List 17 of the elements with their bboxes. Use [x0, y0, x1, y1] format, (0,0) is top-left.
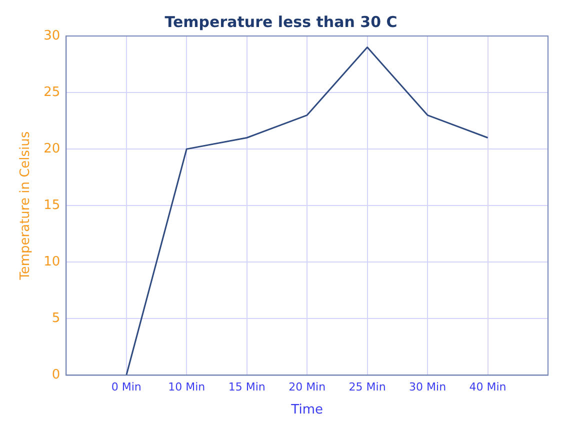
x-axis-title: Time	[290, 402, 323, 418]
x-tick-label: 20 Min	[288, 380, 326, 394]
y-tick-label: 20	[44, 141, 60, 156]
x-tick-label: 10 Min	[168, 380, 206, 394]
y-axis-title: Temperature in Celsius	[18, 131, 34, 281]
chart-title: Temperature less than 30 C	[164, 12, 398, 31]
x-tick-label: 30 Min	[409, 380, 446, 394]
x-tick-label: 15 Min	[228, 380, 266, 394]
x-tick-label: 40 Min	[469, 380, 506, 394]
y-tick-label: 30	[44, 28, 60, 44]
y-tick-label: 25	[44, 84, 60, 100]
y-tick-label: 15	[44, 198, 60, 213]
x-tick-label: 0 Min	[111, 380, 142, 394]
x-tick-label: 25 Min	[348, 380, 386, 394]
y-tick-label: 0	[52, 368, 60, 383]
y-tick-label: 5	[52, 311, 60, 326]
y-tick-label: 10	[44, 254, 60, 270]
